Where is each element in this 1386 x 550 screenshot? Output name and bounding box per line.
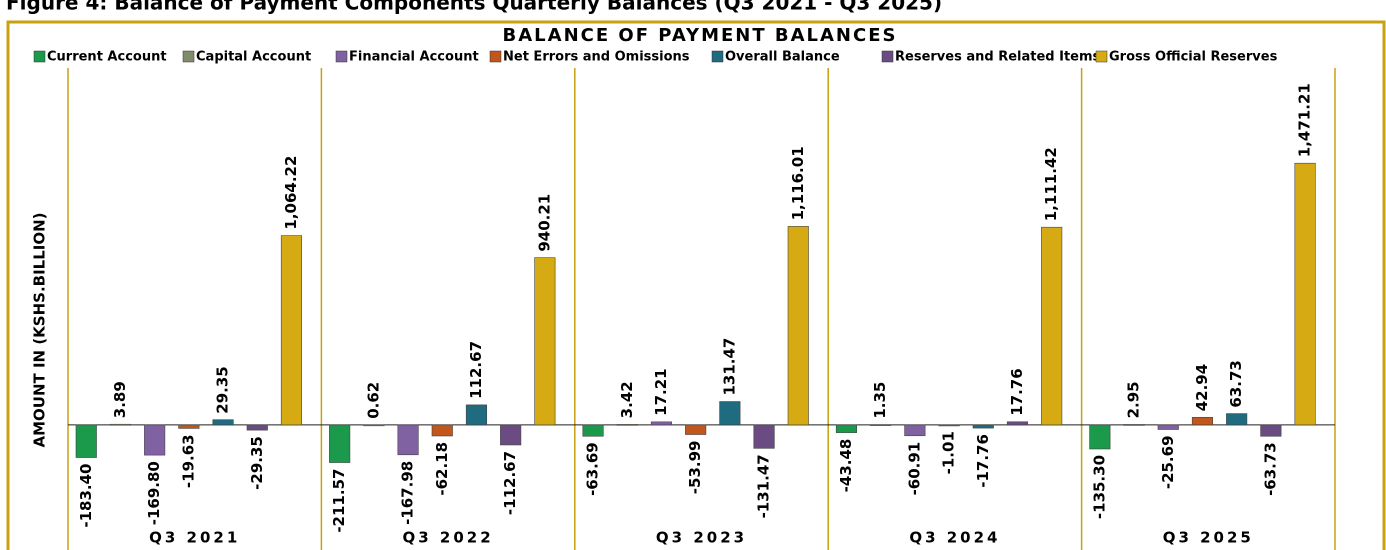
bar <box>835 424 858 433</box>
bar <box>1226 413 1248 426</box>
value-label: -43.48 <box>837 439 855 493</box>
value-label: 63.73 <box>1227 360 1245 407</box>
figure-caption: Figure 4: Balance of Payment Components … <box>6 0 942 15</box>
bar <box>178 424 200 429</box>
legend-swatch <box>182 50 195 63</box>
legend-label: Reserves and Related Items <box>895 50 1101 65</box>
value-label: -53.99 <box>686 441 704 495</box>
value-label: 42.94 <box>1193 364 1211 411</box>
legend-label: Gross Official Reserves <box>1109 50 1278 65</box>
value-label: -60.91 <box>905 442 923 496</box>
value-label: -1.01 <box>940 431 958 474</box>
frame <box>6 20 1386 550</box>
value-label: -25.69 <box>1159 435 1177 489</box>
bar <box>212 419 234 426</box>
value-label: -62.18 <box>433 442 451 496</box>
value-label: 2.95 <box>1125 381 1143 418</box>
y-axis-label: AMOUNT IN (KSHS.BILLION) <box>31 212 49 447</box>
bar <box>534 257 556 426</box>
bar <box>904 424 926 437</box>
value-label: -135.30 <box>1090 455 1108 519</box>
bar <box>685 424 707 435</box>
bar <box>397 424 419 456</box>
bar <box>144 424 166 456</box>
bar <box>363 424 385 427</box>
legend-swatch <box>335 50 348 63</box>
value-label: -19.63 <box>179 434 197 488</box>
bar <box>465 404 488 426</box>
value-label: -112.67 <box>501 451 519 515</box>
bar <box>582 424 604 437</box>
value-label: -169.80 <box>145 461 163 525</box>
x-tick-label: Q3 2025 <box>1163 529 1254 547</box>
bar <box>870 424 892 426</box>
x-tick-label: Q3 2024 <box>909 529 1000 547</box>
bar <box>1089 424 1111 450</box>
value-label: -183.40 <box>77 464 95 528</box>
value-label: -131.47 <box>755 454 773 518</box>
value-label: 112.67 <box>467 341 485 399</box>
value-label: 17.21 <box>652 368 670 415</box>
bar <box>246 424 268 431</box>
bar <box>787 226 809 426</box>
x-tick-label: Q3 2021 <box>149 529 240 547</box>
legend-swatch <box>33 50 46 63</box>
legend-swatch <box>711 50 724 63</box>
bar <box>431 424 453 437</box>
legend-label: Net Errors and Omissions <box>503 50 690 65</box>
legend-swatch <box>1095 50 1108 63</box>
bar <box>938 424 960 427</box>
bar <box>75 424 97 458</box>
chart-title: BALANCE OF PAYMENT BALANCES <box>503 25 898 46</box>
bar <box>1041 226 1063 426</box>
value-label: -211.57 <box>330 469 348 533</box>
bar <box>1157 424 1179 430</box>
bar <box>972 424 994 429</box>
value-label: 3.89 <box>111 381 129 418</box>
value-label: 1,064.22 <box>282 156 300 230</box>
legend-label: Overall Balance <box>725 50 840 65</box>
legend-label: Capital Account <box>196 50 311 65</box>
value-label: 131.47 <box>720 338 738 396</box>
value-label: -17.76 <box>974 434 992 488</box>
value-label: 1,111.42 <box>1042 147 1060 221</box>
bar <box>1260 424 1282 437</box>
value-label: -167.98 <box>399 461 417 525</box>
value-label: 17.76 <box>1008 368 1026 415</box>
bar <box>500 424 522 446</box>
value-label: 1.35 <box>871 382 889 419</box>
value-label: -63.69 <box>584 442 602 496</box>
value-label: -63.73 <box>1261 442 1279 496</box>
value-label: 0.62 <box>364 382 382 419</box>
x-tick-label: Q3 2023 <box>656 529 747 547</box>
legend-label: Financial Account <box>349 50 479 65</box>
value-label: 29.35 <box>214 366 232 413</box>
bar <box>616 424 638 426</box>
value-label: 940.21 <box>535 194 553 252</box>
value-label: 1,471.21 <box>1296 83 1314 157</box>
bar <box>1294 162 1316 426</box>
bar <box>329 424 351 463</box>
bar <box>1191 416 1214 426</box>
bar <box>650 421 673 426</box>
bar <box>1123 424 1145 426</box>
legend-label: Current Account <box>47 50 167 65</box>
value-label: 3.42 <box>618 381 636 418</box>
bar <box>1006 421 1029 426</box>
bar <box>719 401 741 426</box>
legend-swatch <box>489 50 502 63</box>
bar <box>280 235 303 426</box>
bar <box>109 423 132 426</box>
legend-swatch <box>881 50 894 63</box>
bar <box>753 424 775 449</box>
x-tick-label: Q3 2022 <box>403 529 494 547</box>
value-label: 1,116.01 <box>789 146 807 220</box>
value-label: -29.35 <box>248 436 266 490</box>
